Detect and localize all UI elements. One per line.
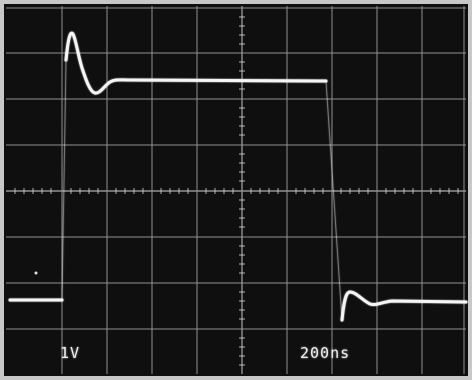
trace-falling-edge <box>325 80 343 321</box>
trace-high-level <box>64 31 328 95</box>
ground-reference-marker <box>34 271 38 275</box>
volts-per-div-readout: 1V <box>60 344 81 362</box>
graticule-grid <box>6 6 466 374</box>
center-axis-ticks <box>14 16 459 366</box>
time-per-div-readout: 200ns <box>300 344 351 362</box>
trace-rising-edge <box>61 59 67 301</box>
trace-low-right <box>340 290 468 322</box>
